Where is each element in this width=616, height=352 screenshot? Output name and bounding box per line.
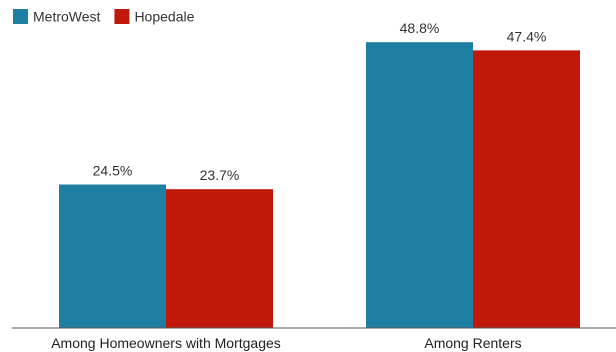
bars (59, 42, 580, 329)
data-label-1-1: 47.4% (507, 28, 547, 44)
legend: MetroWest Hopedale (13, 9, 195, 25)
bar-0-1 (366, 42, 473, 329)
bar-1-0 (166, 189, 273, 328)
bar-1-1 (473, 50, 580, 328)
legend-swatch-1 (114, 9, 130, 24)
legend-label-0: MetroWest (33, 9, 101, 25)
data-label-0-1: 48.8% (400, 20, 440, 36)
data-label-1-0: 23.7% (200, 167, 240, 183)
data-labels: 24.5% 23.7% 48.8% 47.4% (93, 20, 547, 183)
x-tick-label-1: Among Renters (424, 335, 521, 351)
legend-label-1: Hopedale (134, 9, 194, 25)
data-label-0-0: 24.5% (93, 163, 133, 179)
x-tick-label-0: Among Homeowners with Mortgages (51, 335, 281, 351)
bar-0-0 (59, 184, 166, 328)
legend-swatch-0 (13, 9, 28, 24)
x-axis-tick-labels: Among Homeowners with Mortgages Among Ren… (51, 335, 521, 351)
